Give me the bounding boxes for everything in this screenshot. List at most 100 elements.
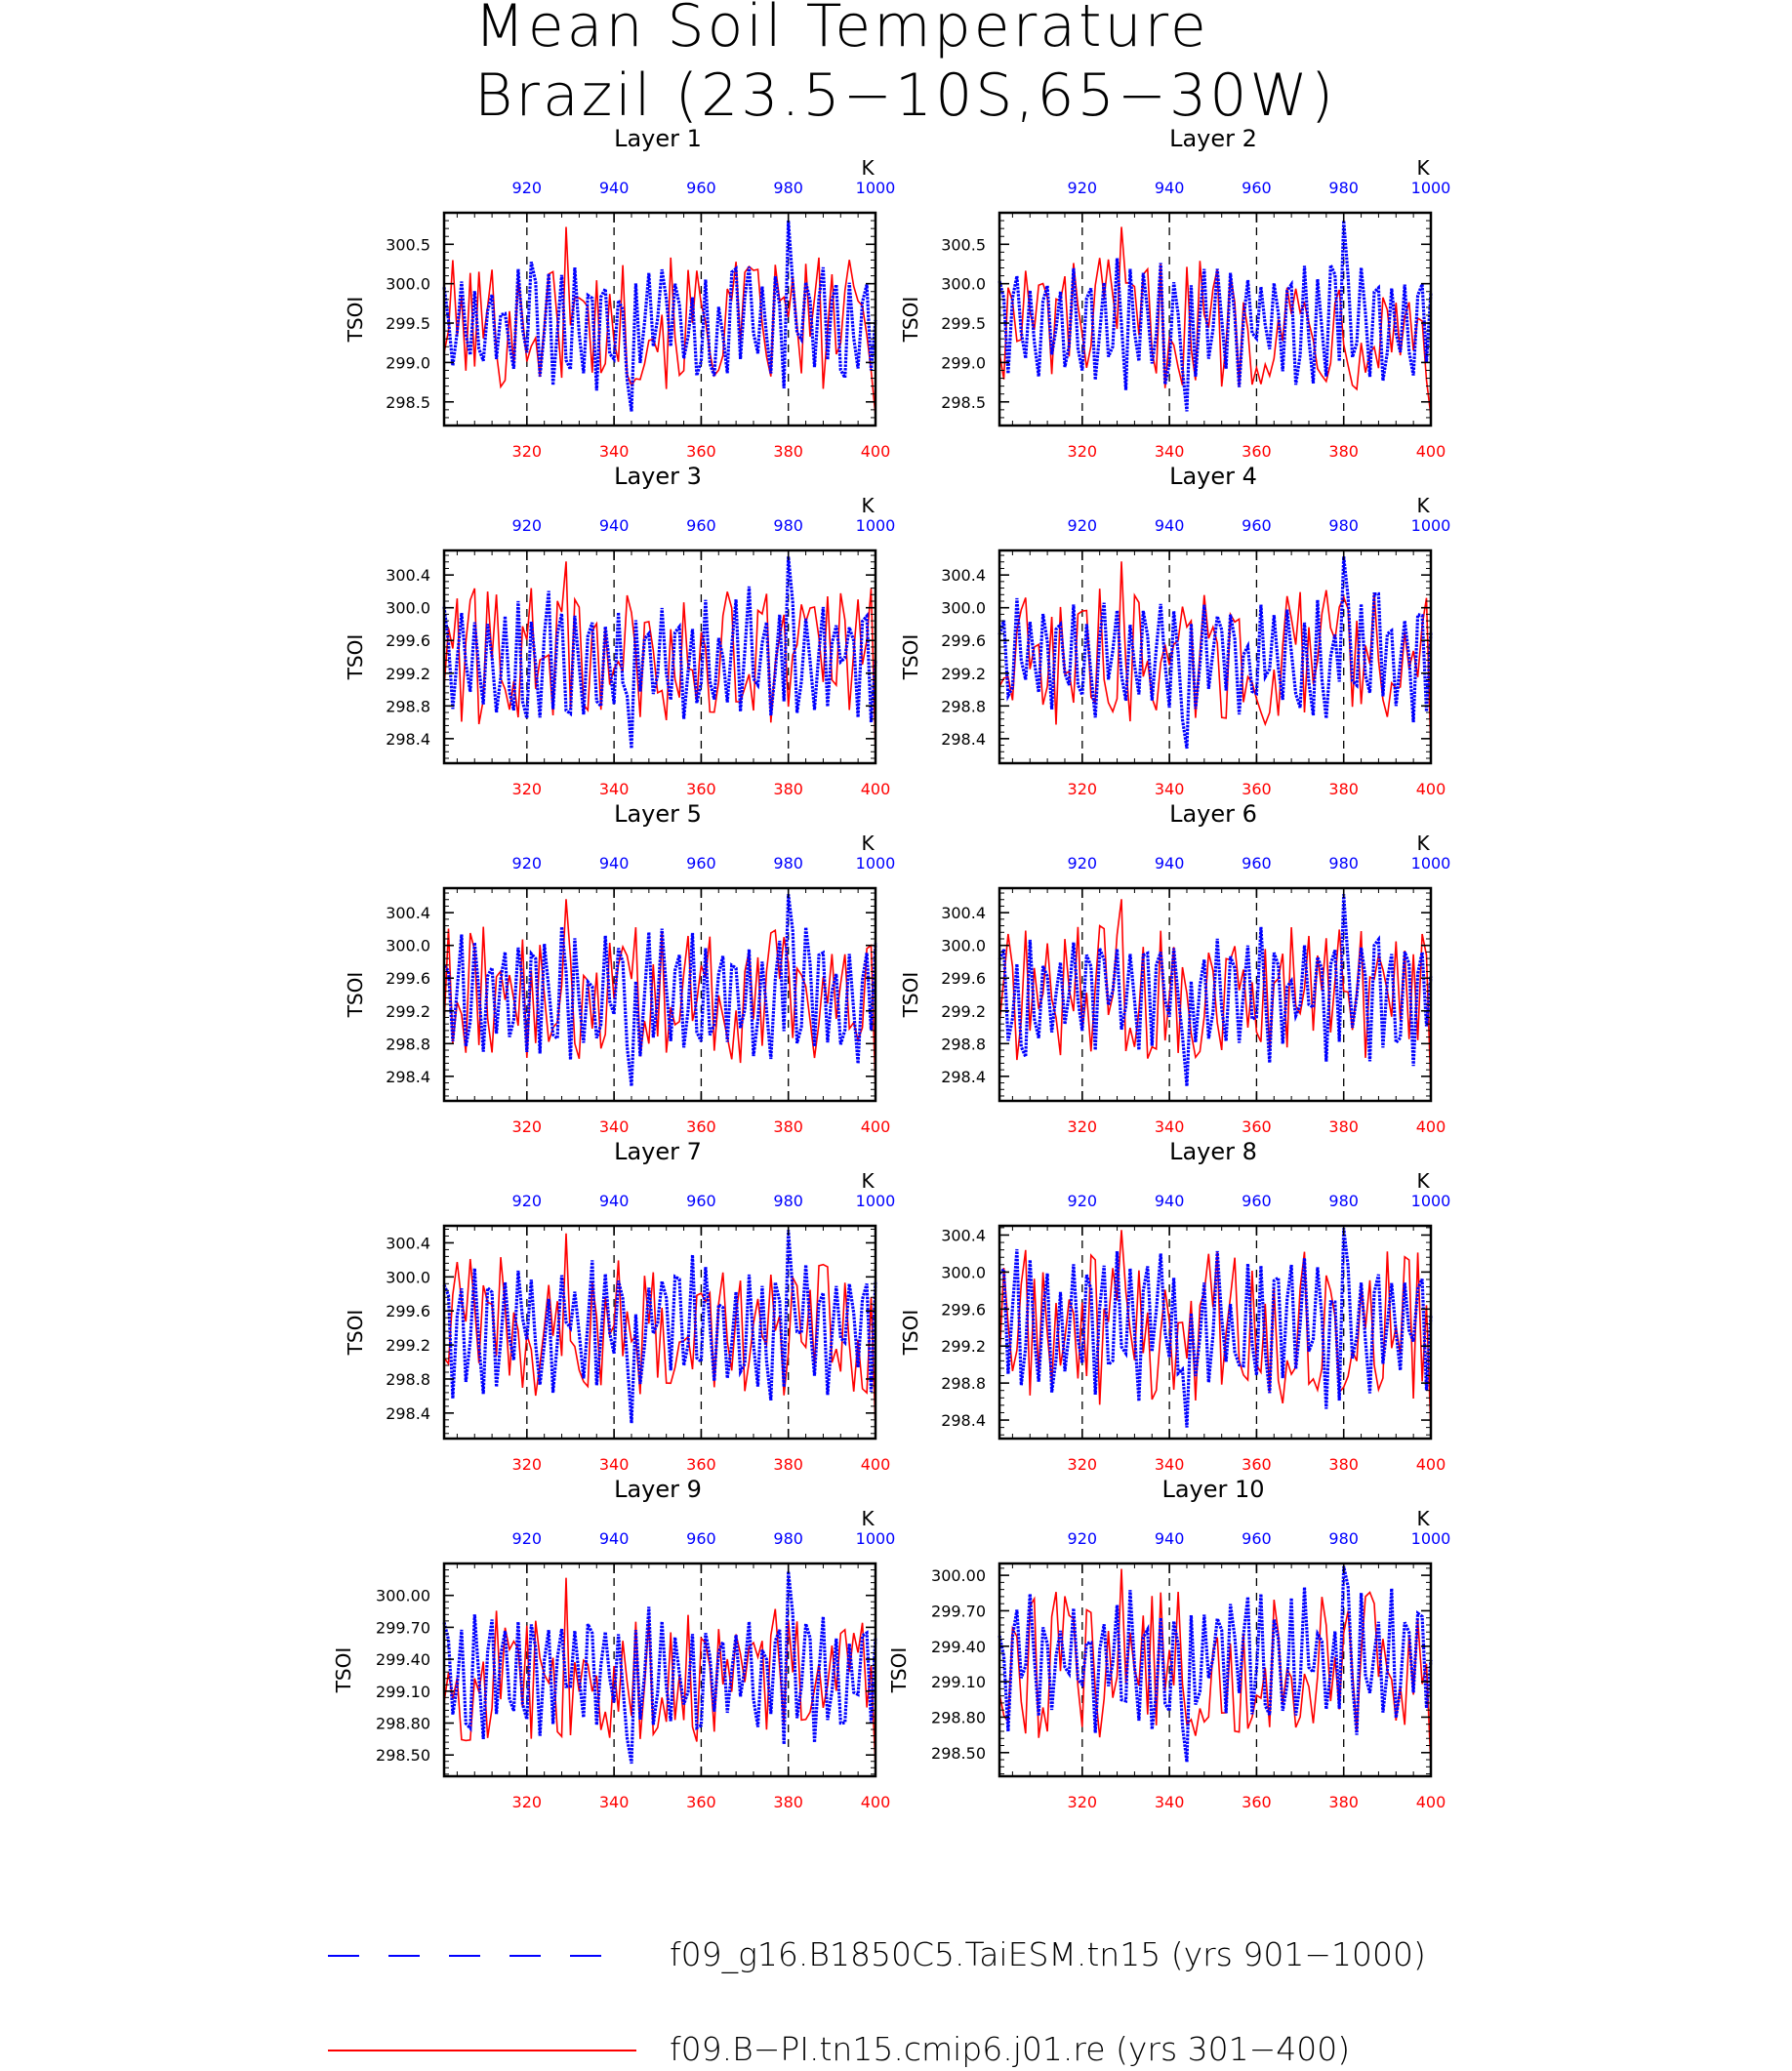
x-tick-label-bottom: 320 [1068,442,1098,461]
panel-layer-4: Layer 4 K 298.4 298.8 299.2 299.6 300.0 300.4 32… [899,463,1450,798]
y-tick-label: 300.5 [941,235,986,254]
y-tick-label: 300.4 [386,1234,430,1252]
panel-layer-10: Layer 10 K 298.50 298.80 299.10 299.40 299.70 3… [887,1476,1450,1811]
panels: Layer 1 K 298.5 299.0 299.5 300.0 300.5 320 340 3… [332,125,1450,1811]
x-tick-label-top: 920 [1068,854,1098,873]
series-line-taiesm [442,556,877,750]
x-tick-label-top: 960 [1242,516,1272,535]
x-tick-label-bottom: 400 [1416,780,1446,798]
y-tick-label: 298.4 [941,730,986,749]
x-tick-label-top: 980 [773,1529,803,1548]
x-tick-label-top: 960 [1242,854,1272,873]
legend: f09_g16.B1850C5.TaiESM.tn15 (yrs 901−100… [328,1935,1426,2068]
series-line-taiesm [998,220,1433,412]
y-tick-label: 299.70 [376,1618,430,1637]
y-tick-label: 298.8 [941,697,986,715]
x-tick-label-top: 1000 [1411,516,1451,535]
x-tick-label-bottom: 340 [599,1793,630,1811]
x-tick-label-bottom: 400 [861,1455,891,1474]
y-axis-label: TSOI [344,634,367,681]
y-tick-label: 300.0 [941,275,986,294]
x-tick-label-top: 960 [686,516,716,535]
x-tick-label-bottom: 360 [1242,1117,1272,1136]
x-tick-label-bottom: 400 [861,442,891,461]
y-tick-label: 298.8 [386,1035,430,1053]
y-axis-label: TSOI [344,1310,367,1357]
x-tick-label-bottom: 400 [1416,1117,1446,1136]
y-tick-label: 300.4 [386,566,430,585]
y-tick-label: 299.6 [386,969,430,988]
x-tick-label-top: 1000 [856,179,896,197]
y-tick-label: 298.50 [376,1746,430,1765]
x-tick-label-bottom: 380 [1328,442,1359,461]
x-tick-label-bottom: 400 [1416,442,1446,461]
series-line-pi [998,226,1432,417]
x-tick-label-top: 920 [1068,179,1098,197]
x-tick-label-top: 980 [1328,854,1359,873]
x-tick-label-top: 1000 [856,1192,896,1210]
x-tick-label-top: 940 [1155,854,1185,873]
panel-title: Layer 5 [614,800,702,828]
x-tick-label-top: 960 [686,854,716,873]
plot-frame [998,211,1433,427]
y-tick-label: 298.8 [386,697,430,715]
y-tick-label: 300.4 [941,904,986,922]
x-tick-label-bottom: 360 [686,780,716,798]
panel-layer-7: Layer 7 K 298.4 298.8 299.2 299.6 300.0 300.4 32… [344,1138,895,1474]
x-tick-label-top: 980 [773,1192,803,1210]
y-tick-label: 299.6 [386,631,430,650]
x-tick-label-top: 920 [512,179,543,197]
x-tick-label-bottom: 400 [861,1793,891,1811]
x-tick-label-bottom: 400 [1416,1793,1446,1811]
plot-frame [442,211,877,427]
panel-title: Layer 8 [1169,1138,1257,1165]
x-tick-label-bottom: 340 [1155,1455,1185,1474]
x-tick-label-top: 940 [1155,1529,1185,1548]
y-tick-label: 300.0 [386,599,430,618]
x-tick-label-bottom: 380 [773,1793,803,1811]
x-tick-label-top: 960 [1242,1529,1272,1548]
y-tick-label: 299.2 [941,665,986,683]
x-tick-label-bottom: 400 [861,1117,891,1136]
top-axis-unit: K [1416,156,1430,180]
y-tick-label: 300.0 [941,1263,986,1281]
y-tick-label: 299.10 [931,1673,986,1691]
x-tick-label-top: 940 [599,1192,630,1210]
y-tick-label: 300.4 [941,566,986,585]
y-tick-label: 299.2 [386,665,430,683]
x-tick-label-bottom: 380 [1328,1455,1359,1474]
y-tick-label: 300.0 [386,1268,430,1286]
x-tick-label-bottom: 380 [1328,1117,1359,1136]
top-axis-unit: K [861,494,875,517]
y-tick-label: 298.8 [941,1374,986,1393]
x-tick-label-top: 960 [1242,1192,1272,1210]
x-tick-label-top: 1000 [1411,1192,1451,1210]
panel-layer-5: Layer 5 K 298.4 298.8 299.2 299.6 300.0 300.4 32… [344,800,895,1136]
series-line-pi [443,561,876,753]
x-tick-label-bottom: 380 [773,780,803,798]
y-tick-label: 299.2 [386,1336,430,1355]
x-tick-label-bottom: 380 [773,442,803,461]
x-tick-label-bottom: 380 [773,1455,803,1474]
x-tick-label-top: 940 [599,1529,630,1548]
x-tick-label-top: 920 [512,1529,543,1548]
x-tick-label-bottom: 360 [1242,1455,1272,1474]
y-tick-label: 298.4 [386,1404,430,1423]
panel-title: Layer 9 [614,1476,702,1503]
x-tick-label-bottom: 320 [1068,1455,1098,1474]
y-tick-label: 300.00 [376,1587,430,1605]
y-tick-label: 299.6 [941,631,986,650]
top-axis-unit: K [1416,1507,1430,1530]
x-tick-label-top: 920 [512,516,543,535]
x-tick-label-bottom: 320 [512,1793,543,1811]
y-tick-label: 299.40 [376,1650,430,1669]
y-tick-label: 299.40 [931,1638,986,1656]
x-tick-label-bottom: 340 [1155,1117,1185,1136]
x-tick-label-bottom: 320 [512,1455,543,1474]
series-line-taiesm [442,1230,877,1424]
panel-layer-8: Layer 8 K 298.4 298.8 299.2 299.6 300.0 300.4 32… [899,1138,1450,1474]
plot-frame [442,886,877,1103]
x-tick-label-top: 960 [686,1529,716,1548]
y-tick-label: 298.80 [931,1708,986,1726]
